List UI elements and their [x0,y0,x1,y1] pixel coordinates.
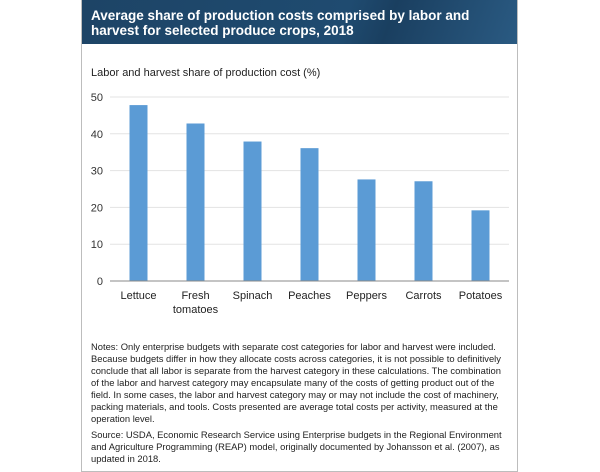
bar-chart: 0 10 20 30 40 50 Lettuce Fresh tomatoes Spinach Pe… [91,92,509,316]
x-category-label: Peaches [288,290,331,302]
y-tick-label: 30 [91,166,103,178]
notes-and-source: Notes: Only enterprise budgets with sepa… [82,341,517,471]
x-category-label: tomatoes [173,304,219,316]
y-axis-label: Labor and harvest share of production co… [91,67,321,79]
chart-notes: Notes: Only enterprise budgets with sepa… [91,341,501,424]
y-tick-label: 20 [91,202,103,214]
x-category-label: Potatoes [459,290,503,302]
chart-title: Average share of production costs compri… [91,8,470,38]
bar-fresh-tomatoes [186,123,205,281]
y-tick-label: 10 [91,239,103,251]
x-category-label: Peppers [346,290,387,302]
chart-frame: Average share of production costs compri… [81,0,518,472]
bar-carrots [414,181,433,281]
chart-source: Source: USDA, Economic Research Service … [91,429,502,464]
bar-lettuce [129,105,148,281]
x-category-label: Spinach [233,290,273,302]
y-tick-label: 40 [91,129,103,141]
x-category-label: Fresh [181,290,209,302]
y-tick-label: 0 [97,276,103,288]
x-category-label: Carrots [405,290,442,302]
x-category-label: Lettuce [120,290,156,302]
bar-peaches [300,148,319,281]
bar-spinach [243,141,262,281]
plot-area: Labor and harvest share of production co… [82,44,517,341]
title-band: Average share of production costs compri… [82,0,517,44]
bar-peppers [357,179,376,281]
bar-potatoes [471,210,490,281]
y-tick-label: 50 [91,92,103,104]
